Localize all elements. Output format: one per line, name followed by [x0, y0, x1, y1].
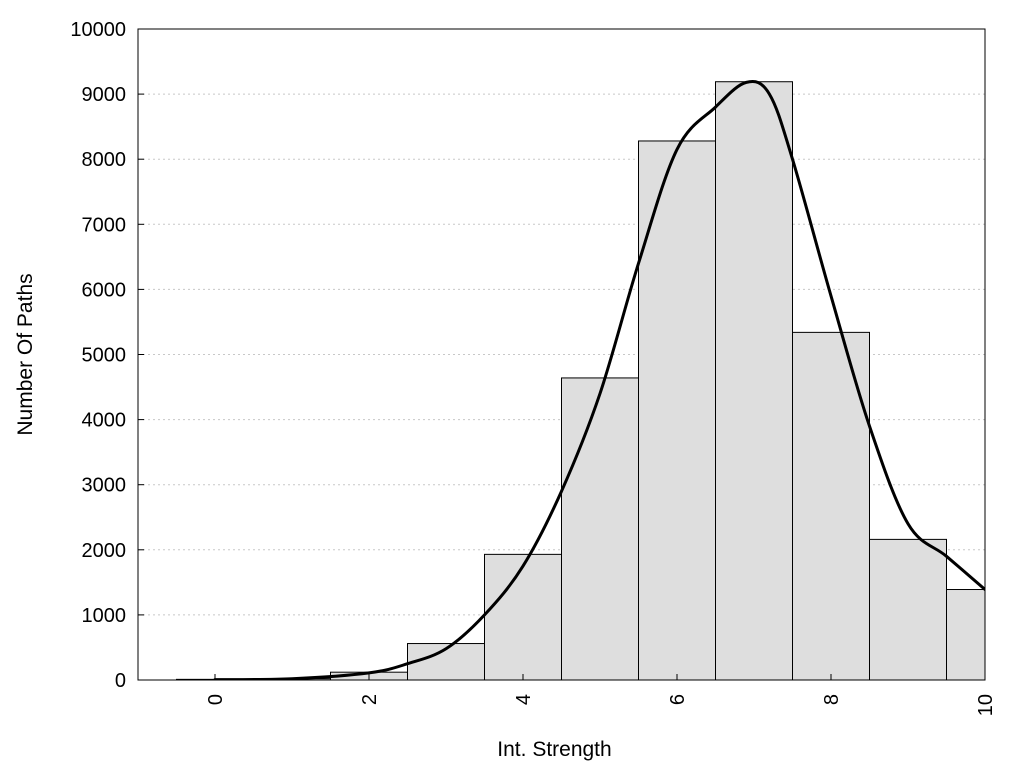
histogram-bar: [946, 589, 985, 680]
histogram-bar: [715, 81, 793, 680]
y-axis-title: Number Of Paths: [14, 273, 37, 435]
y-tick-label: 10000: [70, 19, 126, 41]
y-tick-label: 9000: [82, 84, 127, 106]
histogram-bar: [869, 538, 947, 680]
x-tick-label: 0: [205, 694, 227, 705]
x-tick-label: 4: [513, 694, 535, 705]
x-tick-label: 8: [821, 694, 843, 705]
x-axis-title: Int. Strength: [497, 738, 611, 761]
histogram-bar: [638, 140, 716, 680]
x-tick-label: 2: [359, 694, 381, 705]
y-tick-label: 6000: [82, 279, 127, 301]
y-tick-label: 8000: [82, 149, 127, 171]
y-tick-label: 7000: [82, 214, 127, 236]
smoothed-curve-line: [213, 80, 985, 680]
x-tick-label: 6: [667, 694, 689, 705]
y-tick-label: 4000: [82, 410, 127, 432]
y-tick-label: 5000: [82, 345, 127, 367]
histogram-bar: [561, 377, 639, 680]
y-tick-label: 0: [115, 670, 126, 692]
x-tick-label: 10: [975, 694, 997, 716]
y-tick-label: 2000: [82, 540, 127, 562]
y-tick-label: 1000: [82, 605, 127, 627]
histogram-bar: [484, 553, 562, 680]
y-tick-label: 3000: [82, 475, 127, 497]
